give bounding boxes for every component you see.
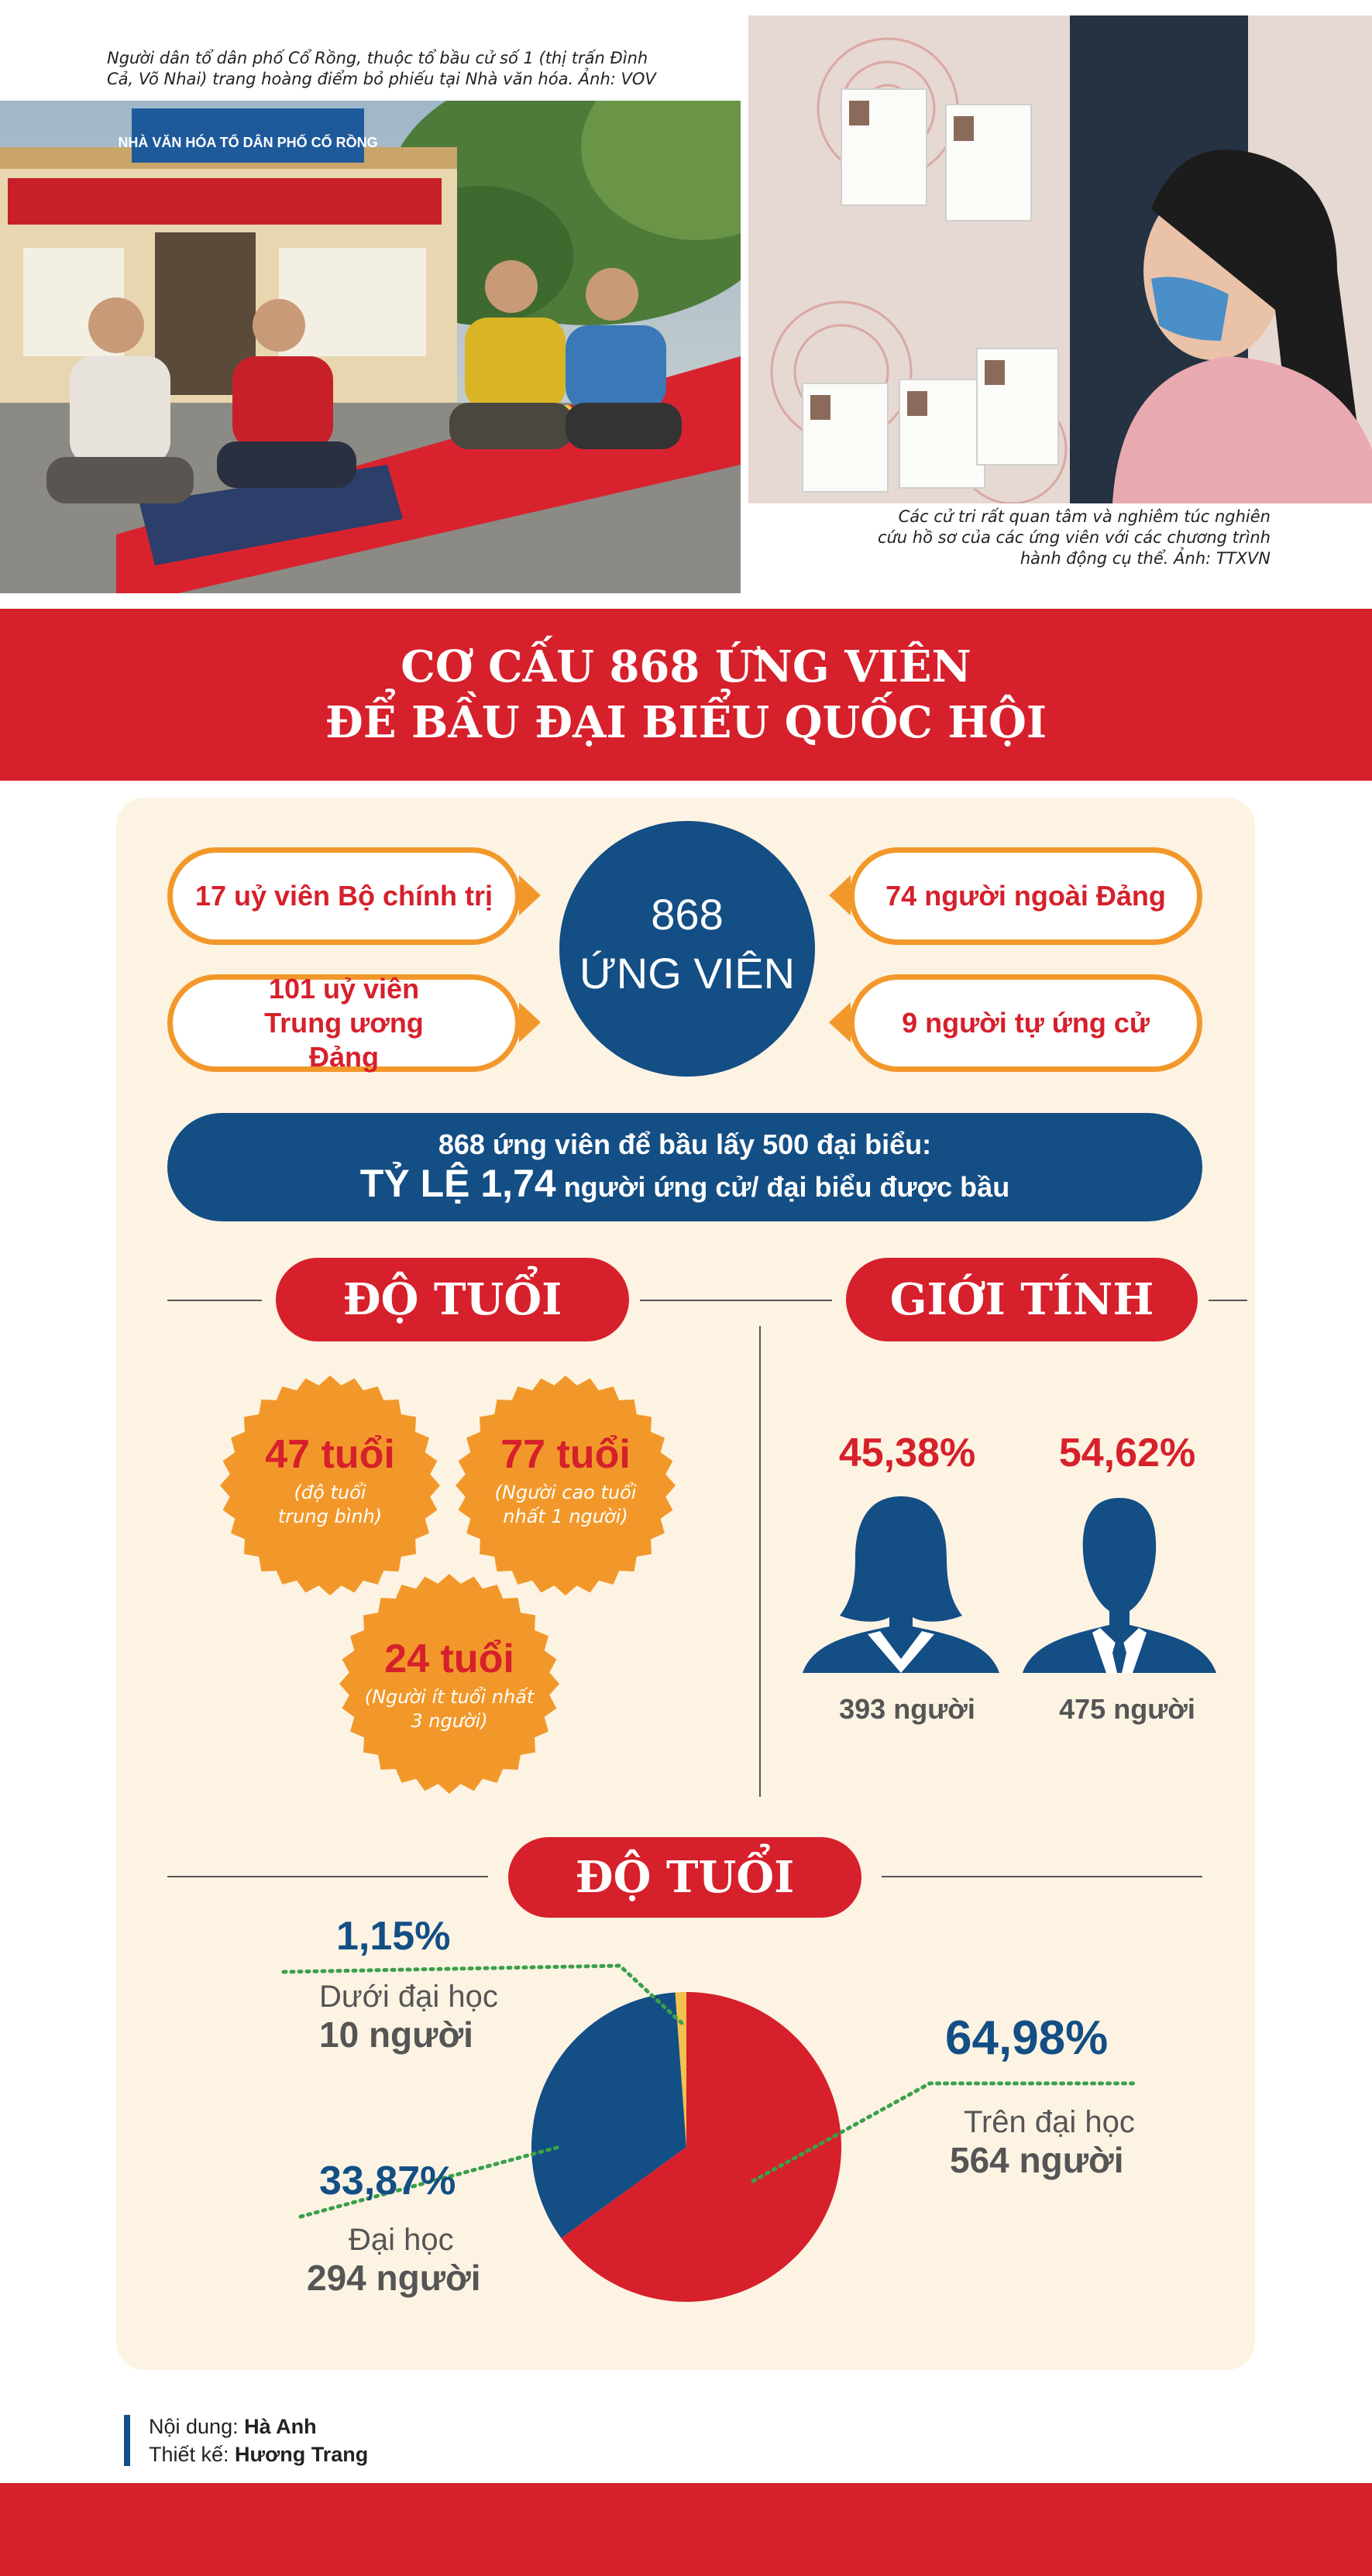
photo-decorating-polling-station: NHÀ VĂN HÓA TỔ DÂN PHỐ CỔ RỒNG BẦU CỬ: [0, 101, 741, 593]
edu-label-below-university-name: Dưới đại học: [319, 1980, 498, 2014]
divider: [1209, 1300, 1247, 1301]
credits-content-label: Nội dung:: [149, 2415, 245, 2438]
age-badge-average: 47 tuổi (độ tuổi trung bình): [222, 1377, 438, 1594]
pie-slice-postgraduate: [561, 1992, 841, 2302]
age-average-value: 47 tuổi: [265, 1432, 395, 1477]
total-candidates-circle: 868 ỨNG VIÊN: [559, 821, 815, 1077]
pill-politburo: 17 uỷ viên Bộ chính trị: [167, 847, 521, 945]
credits-design-label: Thiết kế:: [149, 2443, 236, 2466]
section-education: ĐỘ TUỔI: [508, 1837, 861, 1918]
svg-text:NHÀ VĂN HÓA TỔ DÂN PHỐ CỔ RỒNG: NHÀ VĂN HÓA TỔ DÂN PHỐ CỔ RỒNG: [118, 134, 377, 150]
ratio-bar: 868 ứng viên để bầu lấy 500 đại biểu: TỶ…: [167, 1113, 1202, 1221]
divider: [640, 1300, 832, 1301]
edu-label-university-count: 294 người: [307, 2258, 481, 2298]
divider: [167, 1876, 488, 1877]
title-banner: CƠ CẤU 868 ỨNG VIÊN ĐỂ BẦU ĐẠI BIỂU QUỐC…: [0, 609, 1372, 781]
title-line-2: ĐỂ BẦU ĐẠI BIỂU QUỐC HỘI: [325, 697, 1047, 748]
female-percent: 45,38%: [838, 1431, 976, 1475]
section-gender: GIỚI TÍNH: [846, 1258, 1198, 1341]
photo-voter-reading-profiles: [748, 15, 1372, 503]
pill-pointer: [829, 1002, 851, 1042]
male-silhouette-icon: [1023, 1498, 1216, 1673]
footer-bar: [0, 2483, 1372, 2576]
edu-label-university-percent: 33,87%: [319, 2159, 456, 2203]
age-badge-shape: [339, 1574, 559, 1794]
pill-self-nominated: 9 người tự ứng cử: [849, 974, 1202, 1072]
total-candidates-label: ỨNG VIÊN: [579, 949, 796, 998]
pie-slice-below-university: [675, 1992, 686, 2147]
credits-bar: [124, 2415, 130, 2466]
edu-label-postgraduate-percent: 64,98%: [945, 2011, 1109, 2065]
age-oldest-note: (Người cao tuổi nhất 1 người): [494, 1482, 637, 1527]
leader-line-postgraduate: [751, 2081, 1138, 2183]
credits-content-name: Hà Anh: [244, 2415, 317, 2438]
edu-label-postgraduate-name: Trên đại học: [964, 2105, 1135, 2139]
left-photo-caption: Người dân tổ dân phố Cổ Rồng, thuộc tổ b…: [107, 49, 656, 88]
age-badge-youngest: 24 tuổi (Người ít tuổi nhất 3 người): [341, 1575, 558, 1792]
pill-non-party: 74 người ngoài Đảng: [849, 847, 1202, 945]
female-count: 393 người: [839, 1693, 975, 1725]
age-youngest-note: (Người ít tuổi nhất 3 người): [364, 1686, 535, 1732]
male-percent: 54,62%: [1058, 1431, 1196, 1475]
ratio-line-2: TỶ LỆ 1,74 người ứng cử/ đại biểu được b…: [167, 1161, 1202, 1206]
edu-label-below-university-count: 10 người: [319, 2014, 473, 2055]
pill-pointer: [519, 1002, 541, 1042]
male-count: 475 người: [1059, 1693, 1195, 1725]
title-line-1: CƠ CẤU 868 ỨNG VIÊN: [401, 641, 971, 692]
credits-content: Nội dung: Hà Anh: [149, 2415, 317, 2439]
total-candidates-number: 868: [651, 890, 724, 939]
ratio-big: TỶ LỆ 1,74: [359, 1162, 556, 1205]
age-badges-graphic: [220, 1376, 676, 1794]
divider: [882, 1876, 1202, 1877]
pill-pointer: [519, 875, 541, 915]
ratio-small: người ứng cử/ đại biểu được bầu: [555, 1171, 1010, 1203]
left-photo: NHÀ VĂN HÓA TỔ DÂN PHỐ CỔ RỒNG BẦU CỬ: [0, 101, 741, 593]
pill-central-committee-text: 101 uỷ viên Trung ương Đảng: [264, 973, 424, 1073]
age-youngest-value: 24 tuổi: [384, 1637, 514, 1681]
age-badge-shape: [220, 1376, 440, 1595]
age-average-note: (độ tuổi trung bình): [277, 1482, 383, 1527]
credits-design: Thiết kế: Hương Trang: [149, 2443, 368, 2467]
edu-label-postgraduate-count: 564 người: [950, 2140, 1124, 2180]
age-badge-oldest: 77 tuổi (Người cao tuổi nhất 1 người): [457, 1377, 674, 1594]
credits-design-name: Hương Trang: [235, 2443, 369, 2466]
section-age: ĐỘ TUỔI: [276, 1258, 629, 1341]
age-badge-shape: [456, 1376, 676, 1595]
pill-central-committee: 101 uỷ viên Trung ương Đảng: [167, 973, 521, 1073]
ratio-line-1: 868 ứng viên để bầu lấy 500 đại biểu:: [438, 1128, 932, 1160]
pill-pointer: [829, 875, 851, 915]
female-silhouette-icon: [803, 1496, 999, 1673]
divider: [167, 1300, 262, 1301]
right-photo-caption: Các cử tri rất quan tâm và nghiêm túc ng…: [877, 507, 1271, 568]
right-photo: [748, 15, 1372, 503]
pie-slice-university: [531, 1992, 686, 2238]
column-divider: [759, 1326, 761, 1797]
edu-label-university-name: Đại học: [349, 2223, 454, 2257]
leader-line-university: [298, 2145, 562, 2219]
leader-line-below-university: [281, 1963, 684, 2025]
age-oldest-value: 77 tuổi: [500, 1432, 631, 1477]
edu-label-below-university-percent: 1,15%: [336, 1914, 451, 1959]
